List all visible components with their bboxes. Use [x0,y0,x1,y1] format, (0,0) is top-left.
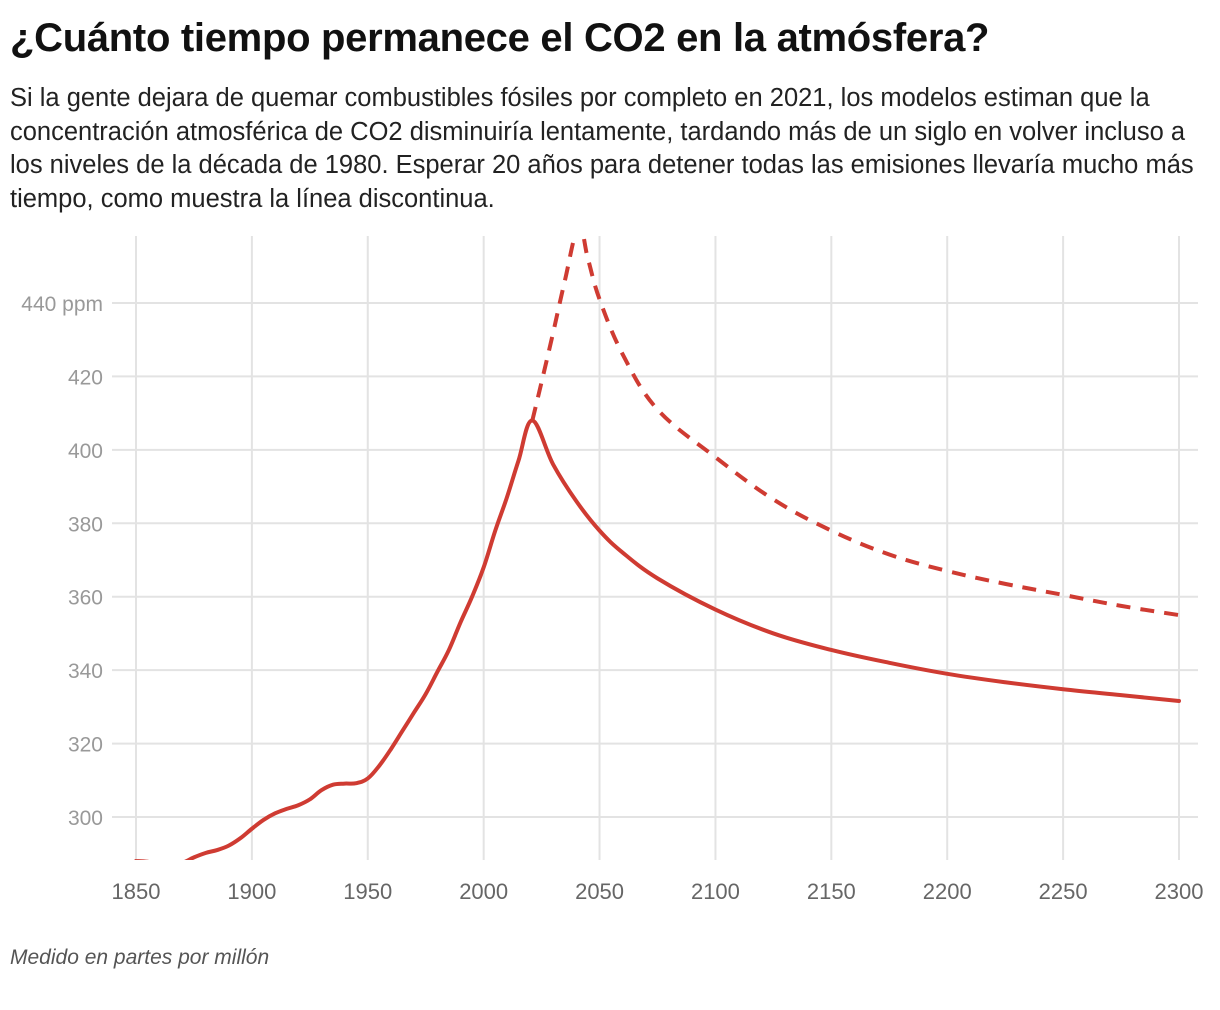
unit-note: Medido en partes por millón [10,946,270,969]
x-tick-label-2050: 2050 [575,879,624,904]
x-tick-label-2200: 2200 [923,879,972,904]
x-tick-label-1900: 1900 [227,879,276,904]
x-tick-label-1850: 1850 [112,879,161,904]
y-tick-label-440: 440 ppm [21,293,103,316]
x-tick-label-1950: 1950 [343,879,392,904]
series-line-dashed [530,236,1180,618]
x-tick-label-2000: 2000 [459,879,508,904]
x-tick-label-2150: 2150 [807,879,856,904]
horizontal-gridlines [112,302,1198,818]
vertical-gridlines [135,236,1180,860]
series-lines [134,236,1181,860]
y-tick-label-400: 400 [68,440,103,463]
y-tick-label-360: 360 [68,587,103,610]
x-tick-label-2250: 2250 [1039,879,1088,904]
x-tick-label-2100: 2100 [691,879,740,904]
x-tick-label-2300: 2300 [1155,879,1204,904]
y-tick-label-420: 420 [68,366,103,389]
y-axis-tick-labels: 300 320 340 360 380 400 420 440 ppm [21,293,103,830]
chart-title: ¿Cuánto tiempo permanece el CO2 en la at… [10,16,990,60]
y-tick-label-300: 300 [68,807,103,830]
x-axis-tick-labels: 1850 1900 1950 2000 2050 2100 2150 2200 2250 2300 [112,879,1204,904]
y-tick-label-380: 380 [68,513,103,536]
y-tick-label-340: 340 [68,660,103,683]
chart-subtitle: Si la gente dejara de quemar combustible… [10,84,1194,213]
series-line-solid [134,418,1181,860]
y-tick-label-320: 320 [68,734,103,757]
